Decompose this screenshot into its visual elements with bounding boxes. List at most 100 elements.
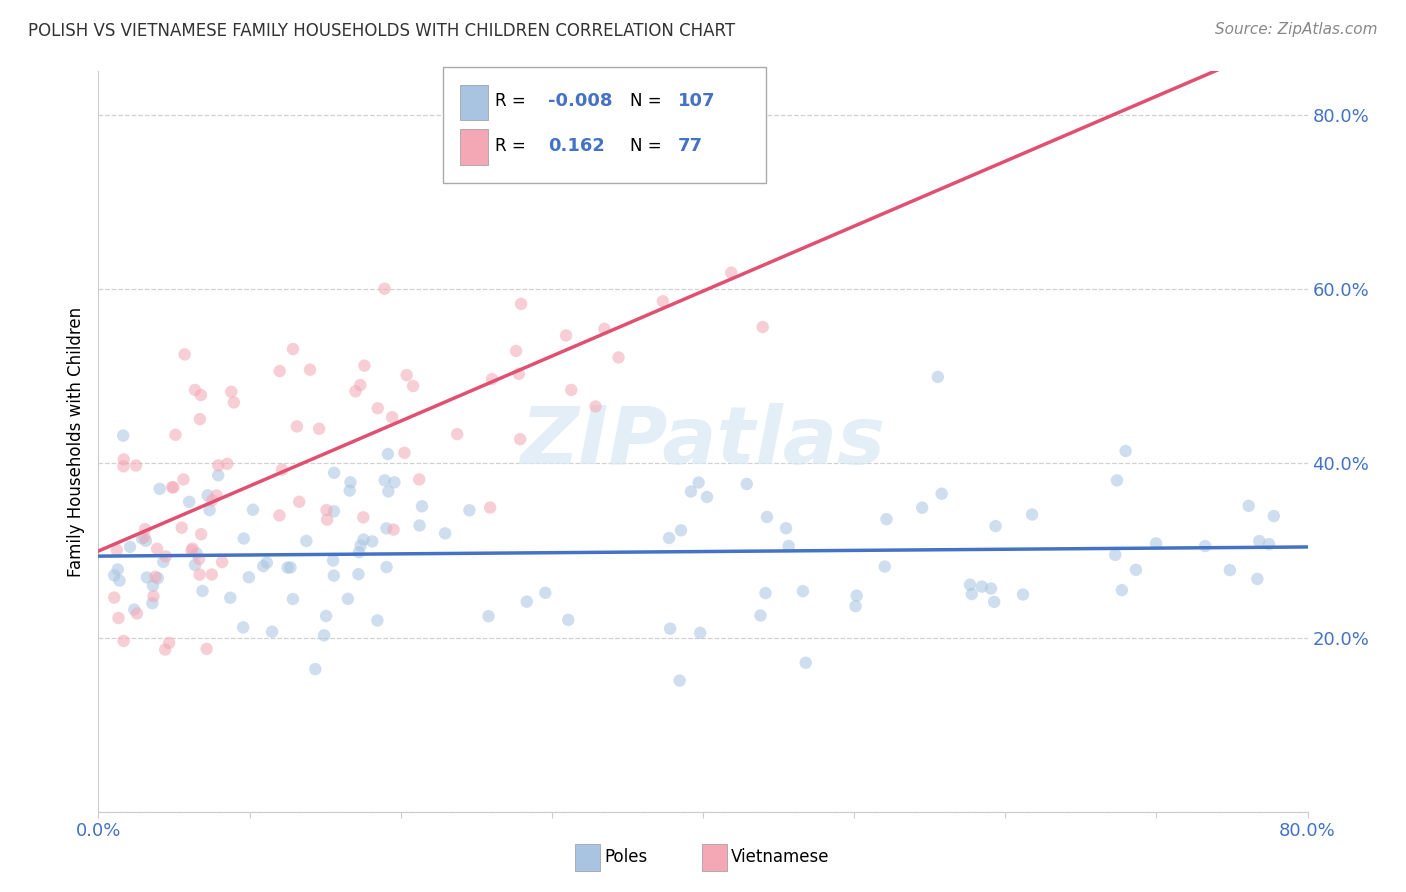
Point xyxy=(408,472,430,486)
Point xyxy=(322,553,344,567)
Point xyxy=(281,592,304,607)
Text: 107: 107 xyxy=(678,92,716,110)
Text: -0.008: -0.008 xyxy=(548,92,613,110)
Point xyxy=(534,586,557,600)
Point xyxy=(749,608,772,623)
Point xyxy=(219,591,242,605)
Point xyxy=(205,488,228,502)
Point xyxy=(931,486,953,500)
Point xyxy=(361,534,384,549)
Point xyxy=(162,480,184,494)
Point xyxy=(157,636,180,650)
Point xyxy=(197,488,219,502)
Point xyxy=(256,556,278,570)
Point xyxy=(336,591,359,606)
Point xyxy=(103,591,125,605)
Point xyxy=(135,533,157,548)
Point xyxy=(105,543,128,558)
Point xyxy=(299,362,322,376)
Point xyxy=(271,463,294,477)
Point xyxy=(280,560,302,574)
Point xyxy=(269,364,291,378)
Point xyxy=(269,508,291,523)
Point xyxy=(458,503,481,517)
Point xyxy=(557,613,579,627)
Point xyxy=(479,500,502,515)
Point xyxy=(201,567,224,582)
Point xyxy=(172,472,194,486)
Point xyxy=(1125,563,1147,577)
Point xyxy=(1144,536,1167,550)
Point xyxy=(434,526,457,541)
Point xyxy=(1115,444,1137,458)
Point xyxy=(505,343,527,358)
Point xyxy=(845,599,868,613)
Point xyxy=(794,656,817,670)
Point xyxy=(1246,572,1268,586)
Point xyxy=(238,570,260,584)
Point xyxy=(481,372,503,386)
Point xyxy=(689,625,711,640)
Point xyxy=(377,484,399,499)
Point xyxy=(970,580,993,594)
Point xyxy=(188,412,211,426)
Point xyxy=(984,519,1007,533)
Point xyxy=(778,539,800,553)
Point xyxy=(323,466,346,480)
Point xyxy=(375,560,398,574)
Point xyxy=(107,611,129,625)
Point xyxy=(112,452,135,467)
Point xyxy=(232,532,254,546)
Point xyxy=(188,567,211,582)
Point xyxy=(381,410,404,425)
Point xyxy=(374,282,396,296)
Point xyxy=(180,543,202,558)
Point xyxy=(959,578,981,592)
Point xyxy=(153,642,176,657)
Point xyxy=(367,401,389,416)
Point xyxy=(222,395,245,409)
Text: Poles: Poles xyxy=(605,848,648,866)
Point xyxy=(754,586,776,600)
Text: 77: 77 xyxy=(678,137,703,155)
Point xyxy=(696,490,718,504)
Point xyxy=(242,502,264,516)
Point xyxy=(408,518,430,533)
Point xyxy=(112,459,135,474)
Point xyxy=(446,427,468,442)
Point xyxy=(1012,587,1035,601)
Text: R =: R = xyxy=(495,137,526,155)
Text: 0.162: 0.162 xyxy=(548,137,605,155)
Point xyxy=(960,587,983,601)
Point xyxy=(219,384,242,399)
Point xyxy=(295,533,318,548)
Point xyxy=(927,370,949,384)
Point xyxy=(911,500,934,515)
Point xyxy=(755,510,778,524)
Point xyxy=(350,539,373,553)
Point xyxy=(322,568,344,582)
Point xyxy=(382,523,405,537)
Point xyxy=(142,589,165,603)
Point xyxy=(477,609,499,624)
Point xyxy=(1021,508,1043,522)
Point xyxy=(873,559,896,574)
Point xyxy=(775,521,797,535)
Point xyxy=(876,512,898,526)
Point xyxy=(751,320,773,334)
Point xyxy=(122,602,145,616)
Point xyxy=(134,530,156,544)
Point xyxy=(281,342,304,356)
Point xyxy=(516,594,538,608)
Point xyxy=(118,540,141,554)
Point xyxy=(207,458,229,473)
Point xyxy=(688,475,710,490)
Point xyxy=(366,614,388,628)
Point xyxy=(146,541,169,556)
Text: N =: N = xyxy=(630,92,661,110)
Point xyxy=(160,480,183,494)
Point xyxy=(170,521,193,535)
Point xyxy=(411,500,433,514)
Point xyxy=(339,475,361,490)
Point xyxy=(1258,537,1281,551)
